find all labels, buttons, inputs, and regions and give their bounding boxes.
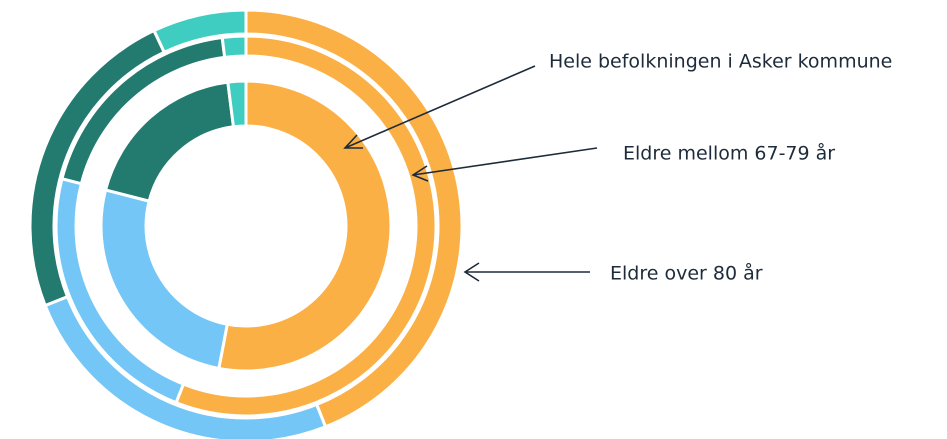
annotations: Hele befolkningen i Asker kommune Eldre … <box>343 51 892 285</box>
arrow <box>343 65 536 149</box>
ring-label: Eldre over 80 år <box>610 262 763 285</box>
ring-segment <box>226 79 248 129</box>
ring-segment <box>217 79 393 373</box>
arrow <box>411 147 598 182</box>
ring-segment <box>220 34 248 60</box>
ring-segment <box>152 8 248 55</box>
rings <box>28 8 464 439</box>
ring-label: Eldre mellom 67-79 år <box>623 142 835 165</box>
arrow <box>463 262 590 282</box>
ring-label: Hele befolkningen i Asker kommune <box>549 51 892 73</box>
